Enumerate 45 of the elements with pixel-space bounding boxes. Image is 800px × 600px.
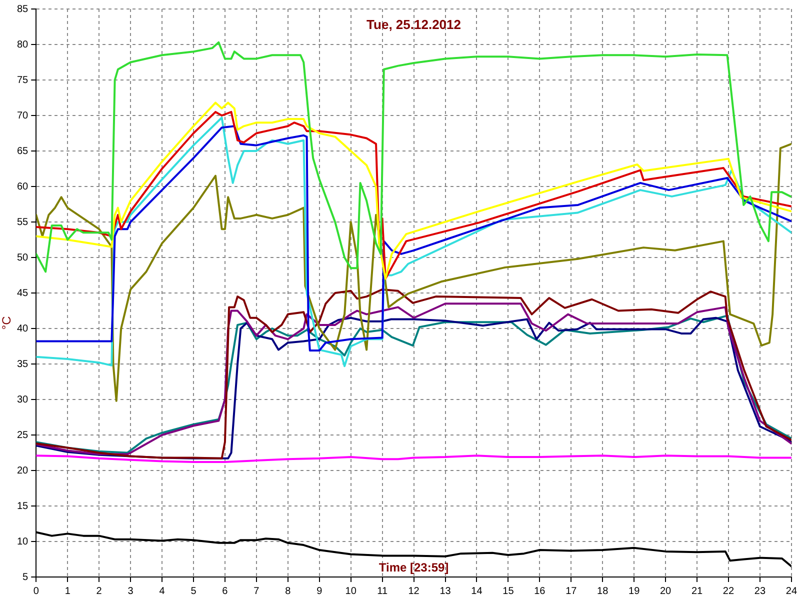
x-tick-label: 23 [754, 586, 766, 597]
y-axis-title: °C [0, 316, 14, 330]
y-tick-label: 35 [17, 358, 29, 370]
x-tick-label: 15 [502, 586, 514, 597]
x-tick-label: 13 [440, 586, 452, 597]
x-tick-label: 16 [534, 586, 546, 597]
x-tick-label: 4 [159, 586, 166, 597]
x-tick-label: 12 [408, 586, 420, 597]
y-tick-label: 25 [17, 430, 29, 441]
x-tick-label: 0 [33, 586, 40, 597]
x-tick-label: 22 [722, 586, 734, 597]
y-tick-label: 60 [17, 181, 29, 192]
x-tick-label: 2 [96, 586, 102, 597]
x-tick-label: 8 [285, 586, 292, 597]
y-tick-label: 85 [17, 4, 29, 15]
x-tick-label: 24 [786, 586, 798, 597]
x-tick-label: 20 [660, 586, 672, 597]
x-tick-label: 18 [597, 586, 609, 597]
y-tick-label: 45 [17, 288, 29, 299]
y-tick-label: 50 [17, 252, 29, 264]
y-tick-label: 70 [17, 110, 29, 122]
x-tick-label: 14 [471, 586, 483, 597]
x-tick-label: 5 [190, 586, 197, 597]
y-tick-label: 55 [17, 216, 29, 228]
x-tick-label: 1 [64, 586, 71, 597]
y-tick-label: 10 [17, 536, 29, 548]
y-tick-label: 20 [17, 465, 29, 476]
y-tick-label: 65 [17, 146, 29, 157]
x-tick-label: 11 [377, 586, 388, 597]
y-tick-label: 5 [22, 572, 29, 583]
y-tick-label: 40 [17, 323, 29, 334]
x-axis-title: Time [23:59] [378, 560, 449, 574]
x-tick-label: 3 [128, 586, 134, 597]
y-tick-label: 80 [17, 39, 29, 50]
x-tick-label: 9 [316, 586, 323, 597]
x-tick-label: 17 [566, 586, 578, 597]
x-tick-label: 21 [691, 586, 704, 597]
x-tick-label: 10 [345, 586, 357, 597]
y-tick-label: 30 [17, 394, 29, 406]
text: Tue, 25.12.2012 [366, 17, 461, 32]
y-tick-label: 15 [17, 500, 29, 512]
x-tick-label: 7 [254, 586, 260, 597]
x-tick-label: 19 [628, 586, 640, 597]
y-tick-label: 75 [17, 74, 29, 86]
x-tick-label: 6 [222, 586, 228, 597]
